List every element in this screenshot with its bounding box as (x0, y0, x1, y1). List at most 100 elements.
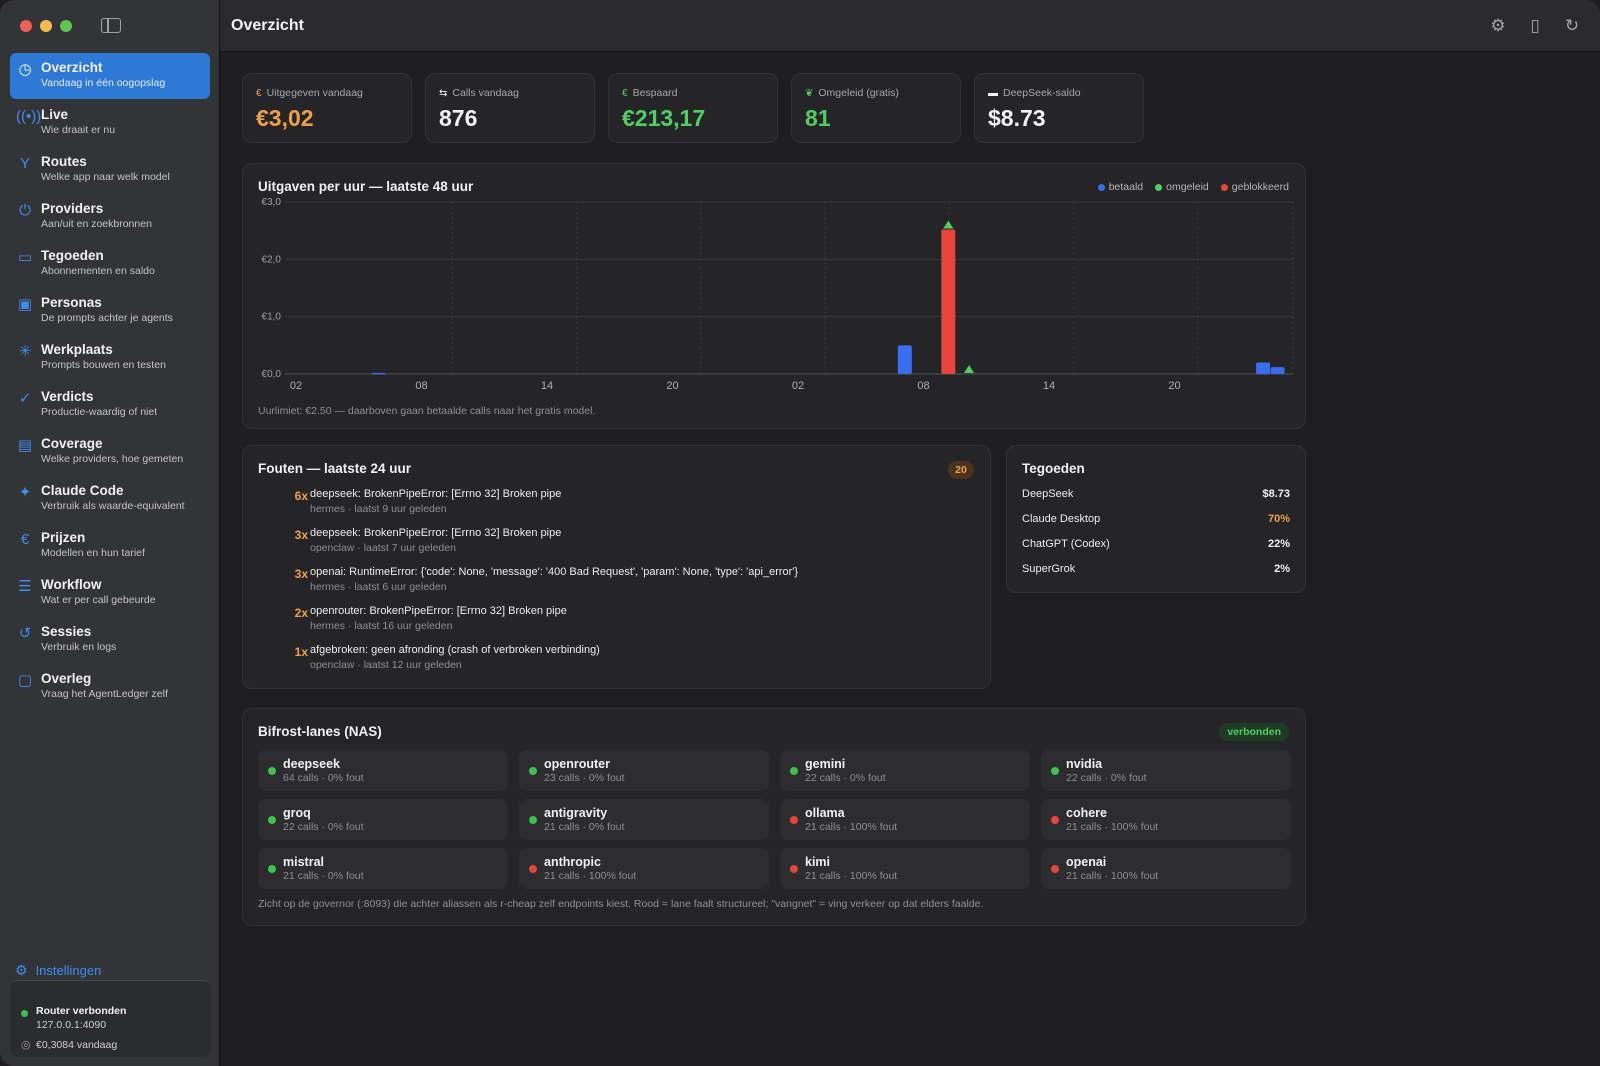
error-count: 6x (294, 489, 308, 503)
document-icon: ▤ (17, 437, 33, 454)
sidebar-item-personas[interactable]: ▣ Personas De prompts achter je agents (10, 288, 210, 334)
credit-name: SuperGrok (1022, 563, 1076, 575)
lane-name: anthropic (544, 855, 601, 869)
gear-icon[interactable]: ⚙ (1490, 16, 1506, 35)
sidebar-item-subtitle: Wie draait er nu (41, 124, 116, 136)
lane-kimi[interactable]: kimi 21 calls · 100% fout (780, 848, 1030, 889)
chart-note: Uurlimiet: €2.50 — daarboven gaan betaal… (258, 405, 596, 417)
lane-stats: 21 calls · 0% fout (544, 821, 625, 833)
lane-status-dot (790, 767, 798, 775)
sidebar-nav: ◷ Overzicht Vandaag in één oogopslag ((•)) L… (10, 53, 210, 711)
sidebar-item-label: Werkplaats (41, 342, 113, 357)
sidebar-item-label: Overzicht (41, 60, 103, 75)
sidebar-item-subtitle: Vraag het AgentLedger zelf (41, 688, 168, 700)
sidebar-item-label: Verdicts (41, 389, 94, 404)
sidebar-item-routes[interactable]: Y Routes Welke app naar welk model (10, 147, 210, 193)
close-window-button[interactable] (20, 20, 32, 32)
sparkles-icon: ✦ (18, 484, 32, 501)
sidebar-item-tegoeden[interactable]: ▭ Tegoeden Abonnementen en saldo (10, 241, 210, 287)
sidebar-item-workflow[interactable]: ☰ Workflow Wat er per call gebeurde (10, 570, 210, 616)
sidebar-item-verdicts[interactable]: ✓ Verdicts Productie-waardig of niet (10, 382, 210, 428)
lane-nvidia[interactable]: nvidia 22 calls · 0% fout (1041, 750, 1291, 791)
lane-name: openrouter (544, 757, 610, 771)
settings-link[interactable]: ⚙ Instellingen (15, 962, 101, 979)
sidebar-item-prijzen[interactable]: € Prijzen Modellen en hun tarief (10, 523, 210, 569)
lane-openai[interactable]: openai 21 calls · 100% fout (1041, 848, 1291, 889)
stat-card: € Uitgegeven vandaag €3,02 (242, 73, 412, 143)
stat-label: Omgeleid (gratis) (818, 87, 899, 99)
stat-label: Uitgegeven vandaag (266, 87, 363, 99)
sidebar-item-label: Sessies (41, 624, 92, 639)
sidebar-item-sessies[interactable]: ↺ Sessies Verbruik en logs (10, 617, 210, 663)
list-icon: ☰ (18, 578, 32, 595)
sidebar-item-label: Live (41, 107, 69, 122)
lane-mistral[interactable]: mistral 21 calls · 0% fout (258, 848, 508, 889)
refresh-icon[interactable]: ↻ (1564, 16, 1580, 35)
lane-name: openai (1066, 855, 1107, 869)
sidebar-item-subtitle: Productie-waardig of niet (41, 406, 158, 418)
lane-stats: 21 calls · 100% fout (1066, 870, 1159, 882)
lane-groq[interactable]: groq 22 calls · 0% fout (258, 799, 508, 840)
sidebar-item-subtitle: Vandaag in één oogopslag (41, 77, 166, 89)
sidebar-item-werkplaats[interactable]: ✳ Werkplaats Prompts bouwen en testen (10, 335, 210, 381)
zoom-window-button[interactable] (60, 20, 72, 32)
stat-value: €3,02 (256, 105, 314, 131)
sidebar-item-overleg[interactable]: ▢ Overleg Vraag het AgentLedger zelf (10, 664, 210, 710)
sidebar-item-subtitle: Verbruik als waarde-equivalent (41, 500, 185, 512)
chart-legend: betaald omgeleid geblokkeerd (1097, 181, 1289, 193)
euro-icon: € (622, 87, 628, 99)
chat-bubbles-icon: ▢ (17, 672, 33, 689)
lane-cohere[interactable]: cohere 21 calls · 100% fout (1041, 799, 1291, 840)
sidebar-item-label: Providers (41, 201, 104, 216)
spend-chart: €0,0 €1,0 €2,0 €3,0 02 08 14 20 02 08 14 20 (262, 197, 1294, 392)
sidebar-item-providers[interactable]: ⏻ Providers Aan/uit en zoekbronnen (10, 194, 210, 240)
sidebar-item-live[interactable]: ((•)) Live Wie draait er nu (10, 100, 210, 146)
lane-antigravity[interactable]: antigravity 21 calls · 0% fout (519, 799, 769, 840)
lanes-card: Bifrost-lanes (NAS) verbonden deepseek 64… (242, 708, 1306, 926)
lane-openrouter[interactable]: openrouter 23 calls · 0% fout (519, 750, 769, 791)
credit-row: ChatGPT (Codex) 22% (1022, 538, 1290, 550)
error-message: openai: RuntimeError: {'code': None, 'me… (310, 566, 799, 578)
sidebar-item-label: Routes (41, 154, 87, 169)
sidebar-item-coverage[interactable]: ▤ Coverage Welke providers, hoe gemeten (10, 429, 210, 475)
sidebar-item-subtitle: De prompts achter je agents (41, 312, 173, 324)
broadcast-icon: ((•)) (16, 108, 42, 125)
x-tick-label: 02 (290, 380, 302, 392)
document-icon[interactable]: ▯ (1530, 16, 1540, 35)
lane-name: cohere (1066, 806, 1107, 820)
sidebar-item-subtitle: Verbruik en logs (41, 641, 117, 653)
router-status-card: Router verbonden 127.0.0.1:4090 ◎ €0,308… (10, 980, 211, 1057)
lane-gemini[interactable]: gemini 22 calls · 0% fout (780, 750, 1030, 791)
lane-status-dot (529, 767, 537, 775)
sidebar-item-subtitle: Prompts bouwen en testen (41, 359, 166, 371)
lane-stats: 23 calls · 0% fout (544, 772, 625, 784)
lane-deepseek[interactable]: deepseek 64 calls · 0% fout (258, 750, 508, 791)
lane-name: mistral (283, 855, 324, 869)
x-tick-label: 14 (1043, 380, 1055, 392)
sidebar-item-overzicht[interactable]: ◷ Overzicht Vandaag in één oogopslag (10, 53, 210, 99)
sidebar-toggle-icon[interactable] (101, 18, 121, 33)
sparkle-burst-icon: ✳ (18, 343, 32, 360)
sidebar-item-label: Tegoeden (41, 248, 104, 263)
error-message: deepseek: BrokenPipeError: [Errno 32] Br… (310, 527, 562, 539)
credit-value: $8.73 (1262, 488, 1290, 500)
credit-value: 2% (1274, 563, 1290, 575)
minimize-window-button[interactable] (40, 20, 52, 32)
window-controls (20, 20, 72, 32)
stat-card: ⇆ Calls vandaag 876 (425, 73, 595, 143)
lane-name: nvidia (1066, 757, 1103, 771)
stat-value: $8.73 (988, 105, 1046, 131)
error-count: 3x (294, 567, 308, 581)
lane-status-dot (268, 767, 276, 775)
lane-name: groq (283, 806, 311, 820)
lane-stats: 22 calls · 0% fout (805, 772, 886, 784)
sidebar-item-label: Claude Code (41, 483, 124, 498)
lane-stats: 21 calls · 100% fout (805, 870, 898, 882)
marker-omgeleid (943, 220, 954, 229)
x-tick-label: 08 (917, 380, 929, 392)
lane-ollama[interactable]: ollama 21 calls · 100% fout (780, 799, 1030, 840)
sidebar-item-claude-code[interactable]: ✦ Claude Code Verbruik als waarde-equivale… (10, 476, 210, 522)
error-count: 3x (294, 528, 308, 542)
lane-anthropic[interactable]: anthropic 21 calls · 100% fout (519, 848, 769, 889)
bar-geblokkeerd (941, 229, 956, 374)
